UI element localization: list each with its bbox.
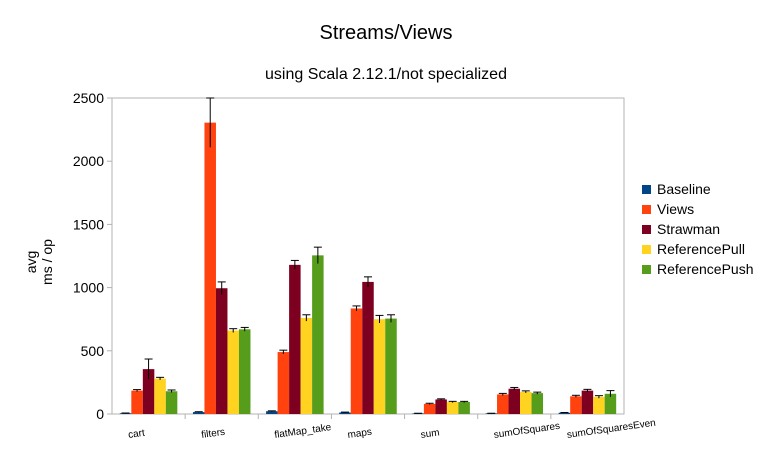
bar-views-flatmap_take [277, 352, 290, 414]
bar-baseline-flatmap_take [266, 411, 278, 414]
bar-views-maps [350, 308, 363, 414]
plot-group: 0 500 1000 1500 2000 2500 cart filters flatMap_t… [73, 90, 657, 441]
bar-strawman-sumofsquareseven [581, 390, 594, 414]
legend-swatch-baseline [642, 185, 651, 194]
y-axis-label-line1: avg [23, 251, 39, 274]
bar-referencepull-flatmap_take [300, 317, 313, 414]
bar-baseline-sumofsquareseven [558, 412, 571, 414]
chart-subtitle: using Scala 2.12.1/not specialized [265, 66, 507, 83]
y-tick-label: 2000 [73, 153, 104, 169]
bar-referencepush-cart [165, 391, 178, 414]
legend-label-strawman: Strawman [657, 221, 720, 237]
bar-referencepush-sum [458, 401, 470, 414]
x-category-label: sumOfSquares [493, 421, 561, 441]
bar-referencepush-maps [385, 318, 397, 414]
y-tick-label: 2500 [73, 90, 104, 106]
bar-strawman-cart [142, 369, 155, 414]
legend-swatch-views [642, 205, 651, 214]
bar-views-filters [204, 122, 216, 414]
x-category-label: filters [201, 427, 226, 441]
legend-label-views: Views [657, 201, 694, 217]
legend-swatch-referencepush [642, 265, 651, 274]
bar-strawman-filters [215, 288, 228, 414]
x-category-label: sum [420, 427, 440, 441]
bar-baseline-cart [119, 413, 132, 414]
bar-strawman-flatmap_take [289, 264, 301, 414]
bar-views-sum [423, 403, 436, 414]
bar-referencepush-sumofsquareseven [604, 393, 617, 414]
legend-swatch-referencepull [642, 245, 651, 254]
bar-views-cart [131, 390, 143, 414]
x-category-label: sumOfSquaresEven [566, 418, 656, 441]
y-tick-label: 1500 [73, 216, 104, 232]
bar-referencepull-sum [446, 401, 459, 414]
bar-referencepush-filters [238, 329, 251, 414]
y-tick-label: 1000 [73, 280, 104, 296]
legend-label-baseline: Baseline [657, 181, 711, 197]
x-category-label: flatMap_take [274, 422, 333, 441]
bar-strawman-sumofsquares [508, 388, 521, 414]
bar-referencepush-flatmap_take [312, 255, 324, 414]
x-category-label: cart [127, 428, 145, 441]
bar-baseline-maps [339, 412, 351, 414]
bar-referencepull-maps [373, 319, 386, 414]
x-category-label: maps [347, 427, 373, 441]
bar-referencepull-sumofsquares [520, 391, 532, 414]
bar-referencepush-sumofsquares [531, 393, 544, 414]
legend: Baseline Views Strawman ReferencePull Refere… [642, 181, 754, 277]
bar-views-sumofsquares [497, 394, 509, 414]
chart-title: Streams/Views [319, 22, 452, 44]
bar-referencepull-filters [227, 330, 239, 414]
bar-views-sumofsquareseven [570, 396, 582, 414]
legend-label-referencepull: ReferencePull [657, 241, 745, 257]
legend-label-referencepush: ReferencePush [657, 261, 754, 277]
bar-baseline-filters [192, 412, 205, 414]
y-tick-label: 500 [81, 343, 105, 359]
bar-referencepull-sumofsquareseven [593, 396, 605, 414]
legend-swatch-strawman [642, 225, 651, 234]
bar-strawman-maps [362, 281, 374, 414]
bar-strawman-sum [435, 399, 447, 414]
y-tick-label: 0 [96, 406, 104, 422]
y-axis-label-line2: ms / op [39, 239, 55, 285]
y-axis-label: avg ms / op [23, 239, 55, 285]
bar-referencepull-cart [154, 378, 166, 414]
